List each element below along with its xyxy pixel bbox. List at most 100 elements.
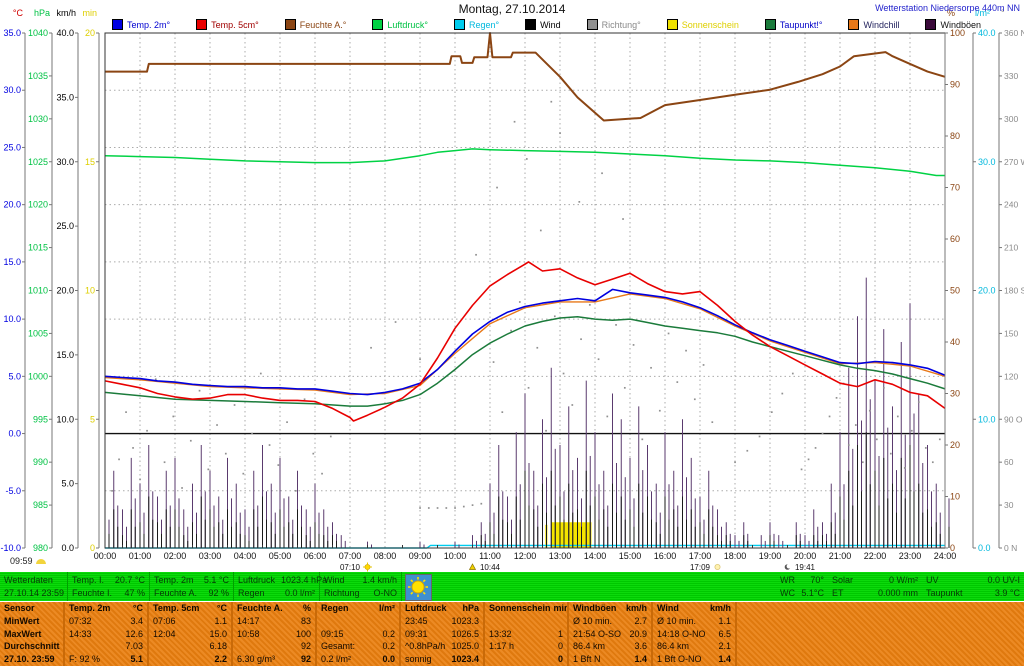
table-row: 92 [300, 641, 311, 652]
svg-text:1040: 1040 [28, 28, 48, 38]
row-label: Sensor [4, 603, 35, 613]
legend-item-windboeen: Windböen [925, 19, 981, 30]
svg-text:360 N: 360 N [1004, 28, 1024, 38]
svg-text:min: min [82, 8, 97, 18]
legend-item-wind: Wind [525, 19, 561, 30]
column-header: Regen l/m² [321, 603, 395, 613]
summary-column-regen: Regen l/m² 09:15 0.2 Gesamt: 0.2 0.2 l/m² 0.0 [315, 602, 399, 666]
svg-text:995: 995 [33, 414, 48, 424]
svg-text:20:00: 20:00 [794, 551, 817, 561]
status-cell: Temp. 2m 5.1 °C Feuchte A. 92 % [150, 572, 234, 601]
status-label: Feuchte I. [72, 588, 113, 599]
axis-rain: 40.0 30.0 20.0 10.0 0.0 l/m² [972, 8, 996, 553]
svg-text:1025: 1025 [28, 157, 48, 167]
status-value: 47 % [124, 588, 145, 599]
table-row: 7.03 [125, 641, 143, 652]
svg-text:19:00: 19:00 [759, 551, 782, 561]
status-row: Regen 0.0 l/m² [238, 587, 315, 599]
svg-text:10:00: 10:00 [444, 551, 467, 561]
status-value: 0 W/m² [889, 574, 918, 585]
svg-text:10:44: 10:44 [480, 563, 501, 572]
table-row [317, 615, 399, 628]
wind-swatch-icon [525, 19, 537, 30]
svg-text:40: 40 [950, 337, 960, 347]
status-row: UV 0.0 UV-I [926, 574, 1020, 586]
table-row: Ø 10 min. 2.7 [573, 615, 647, 626]
svg-text:18:00: 18:00 [724, 551, 747, 561]
column-header: Sonnenschein min [489, 603, 567, 613]
legend-label: Temp. 2m° [127, 19, 171, 30]
series-temp5cm [104, 261, 946, 422]
status-row: ET 0.000 mm [832, 587, 918, 599]
svg-text:-10.0: -10.0 [0, 543, 21, 553]
legend-label: Feuchte A.° [299, 19, 347, 30]
temp-2m-swatch-icon [112, 19, 123, 30]
status-label: ET [832, 588, 844, 599]
svg-text:20.0: 20.0 [56, 286, 74, 296]
sonnenschein-swatch-icon [666, 19, 678, 30]
svg-text:30.0: 30.0 [978, 157, 996, 167]
svg-text:14:00: 14:00 [584, 551, 607, 561]
svg-text:990: 990 [33, 457, 48, 467]
legend-item-windchill: Windchill [848, 19, 899, 30]
status-label: Regen [238, 588, 265, 599]
svg-text:11:00: 11:00 [479, 551, 501, 561]
status-label: WC [780, 588, 795, 599]
svg-text:04:00: 04:00 [234, 551, 257, 561]
weather-chart: 35.0 30.0 25.0 20.0 15.0 10.0 5.0 0.0 -5.0 -10.0 °… [0, 8, 1024, 572]
svg-text:l/m²: l/m² [975, 8, 990, 18]
svg-text:10.0: 10.0 [3, 314, 21, 324]
svg-text:km/h: km/h [56, 8, 76, 18]
svg-text:20.0: 20.0 [3, 200, 21, 210]
legend-item-regen: Regen° [454, 19, 499, 30]
svg-text:15.0: 15.0 [56, 350, 74, 360]
windboeen-swatch-icon [925, 19, 937, 30]
legend-item-taupunkt: Taupunkt!° [764, 19, 822, 30]
table-row: 07:06 1.1 [153, 615, 227, 626]
svg-text:15.0: 15.0 [3, 257, 21, 267]
legend-label: Windchill [863, 19, 900, 30]
series-windboeen [104, 277, 950, 548]
summary-column-temp-2m: Temp. 2m °C 07:32 3.4 14:33 12.6 7.03 F: 92 % 5.… [63, 602, 147, 666]
svg-text:40.0: 40.0 [56, 28, 74, 38]
table-row: 0.2 l/m² 0.0 [321, 654, 395, 665]
table-row: 86.4 km 2.1 [657, 641, 731, 652]
windchill-swatch-icon [848, 19, 860, 30]
svg-text:20: 20 [950, 440, 960, 450]
table-row: 21:54 O-SO 20.9 [573, 628, 647, 639]
svg-text:1030: 1030 [28, 114, 48, 124]
station-name: Wetterstation Niedersorpe 440m NN [875, 3, 1020, 13]
table-row: 13:32 1 [489, 628, 563, 639]
svg-text:35.0: 35.0 [56, 92, 74, 102]
status-row: WC 5.1°C [780, 587, 824, 599]
svg-text:07:10: 07:10 [340, 563, 361, 572]
series-windchill [104, 293, 946, 396]
svg-text:1005: 1005 [28, 328, 48, 338]
svg-text:985: 985 [33, 500, 48, 510]
legend-item-sonnenschein: Sonnenschein [666, 19, 739, 30]
gridlines [105, 33, 945, 548]
svg-text:17:00: 17:00 [689, 551, 712, 561]
svg-text:30.0: 30.0 [3, 85, 21, 95]
status-label: Wetterdaten [4, 574, 53, 585]
series-richtung [111, 100, 941, 509]
svg-text:210: 210 [1004, 243, 1018, 253]
svg-text:30: 30 [1004, 500, 1014, 510]
status-row: Wind 1.4 km/h [324, 574, 397, 586]
status-label: Luftdruck [238, 574, 276, 585]
status-value: 3.9 °C [994, 588, 1020, 599]
status-cell: Wetterdaten 27.10.14 23:59 [0, 572, 68, 601]
svg-text:°C: °C [13, 8, 24, 18]
status-label: UV [926, 574, 939, 585]
legend-label: Windböen [940, 19, 982, 30]
status-row: WR 70° [780, 574, 824, 586]
status-label: Taupunkt [926, 588, 963, 599]
status-label: WR [780, 574, 795, 585]
status-cell: UV 0.0 UV-I Taupunkt 3.9 °C [922, 572, 1024, 601]
column-header: Luftdruck hPa [405, 603, 479, 613]
moonset-time: 09:59 [10, 556, 46, 566]
moonset-time-label: 09:59 [10, 556, 33, 566]
legend-item-feuchte-a: Feuchte A.° [284, 19, 347, 30]
